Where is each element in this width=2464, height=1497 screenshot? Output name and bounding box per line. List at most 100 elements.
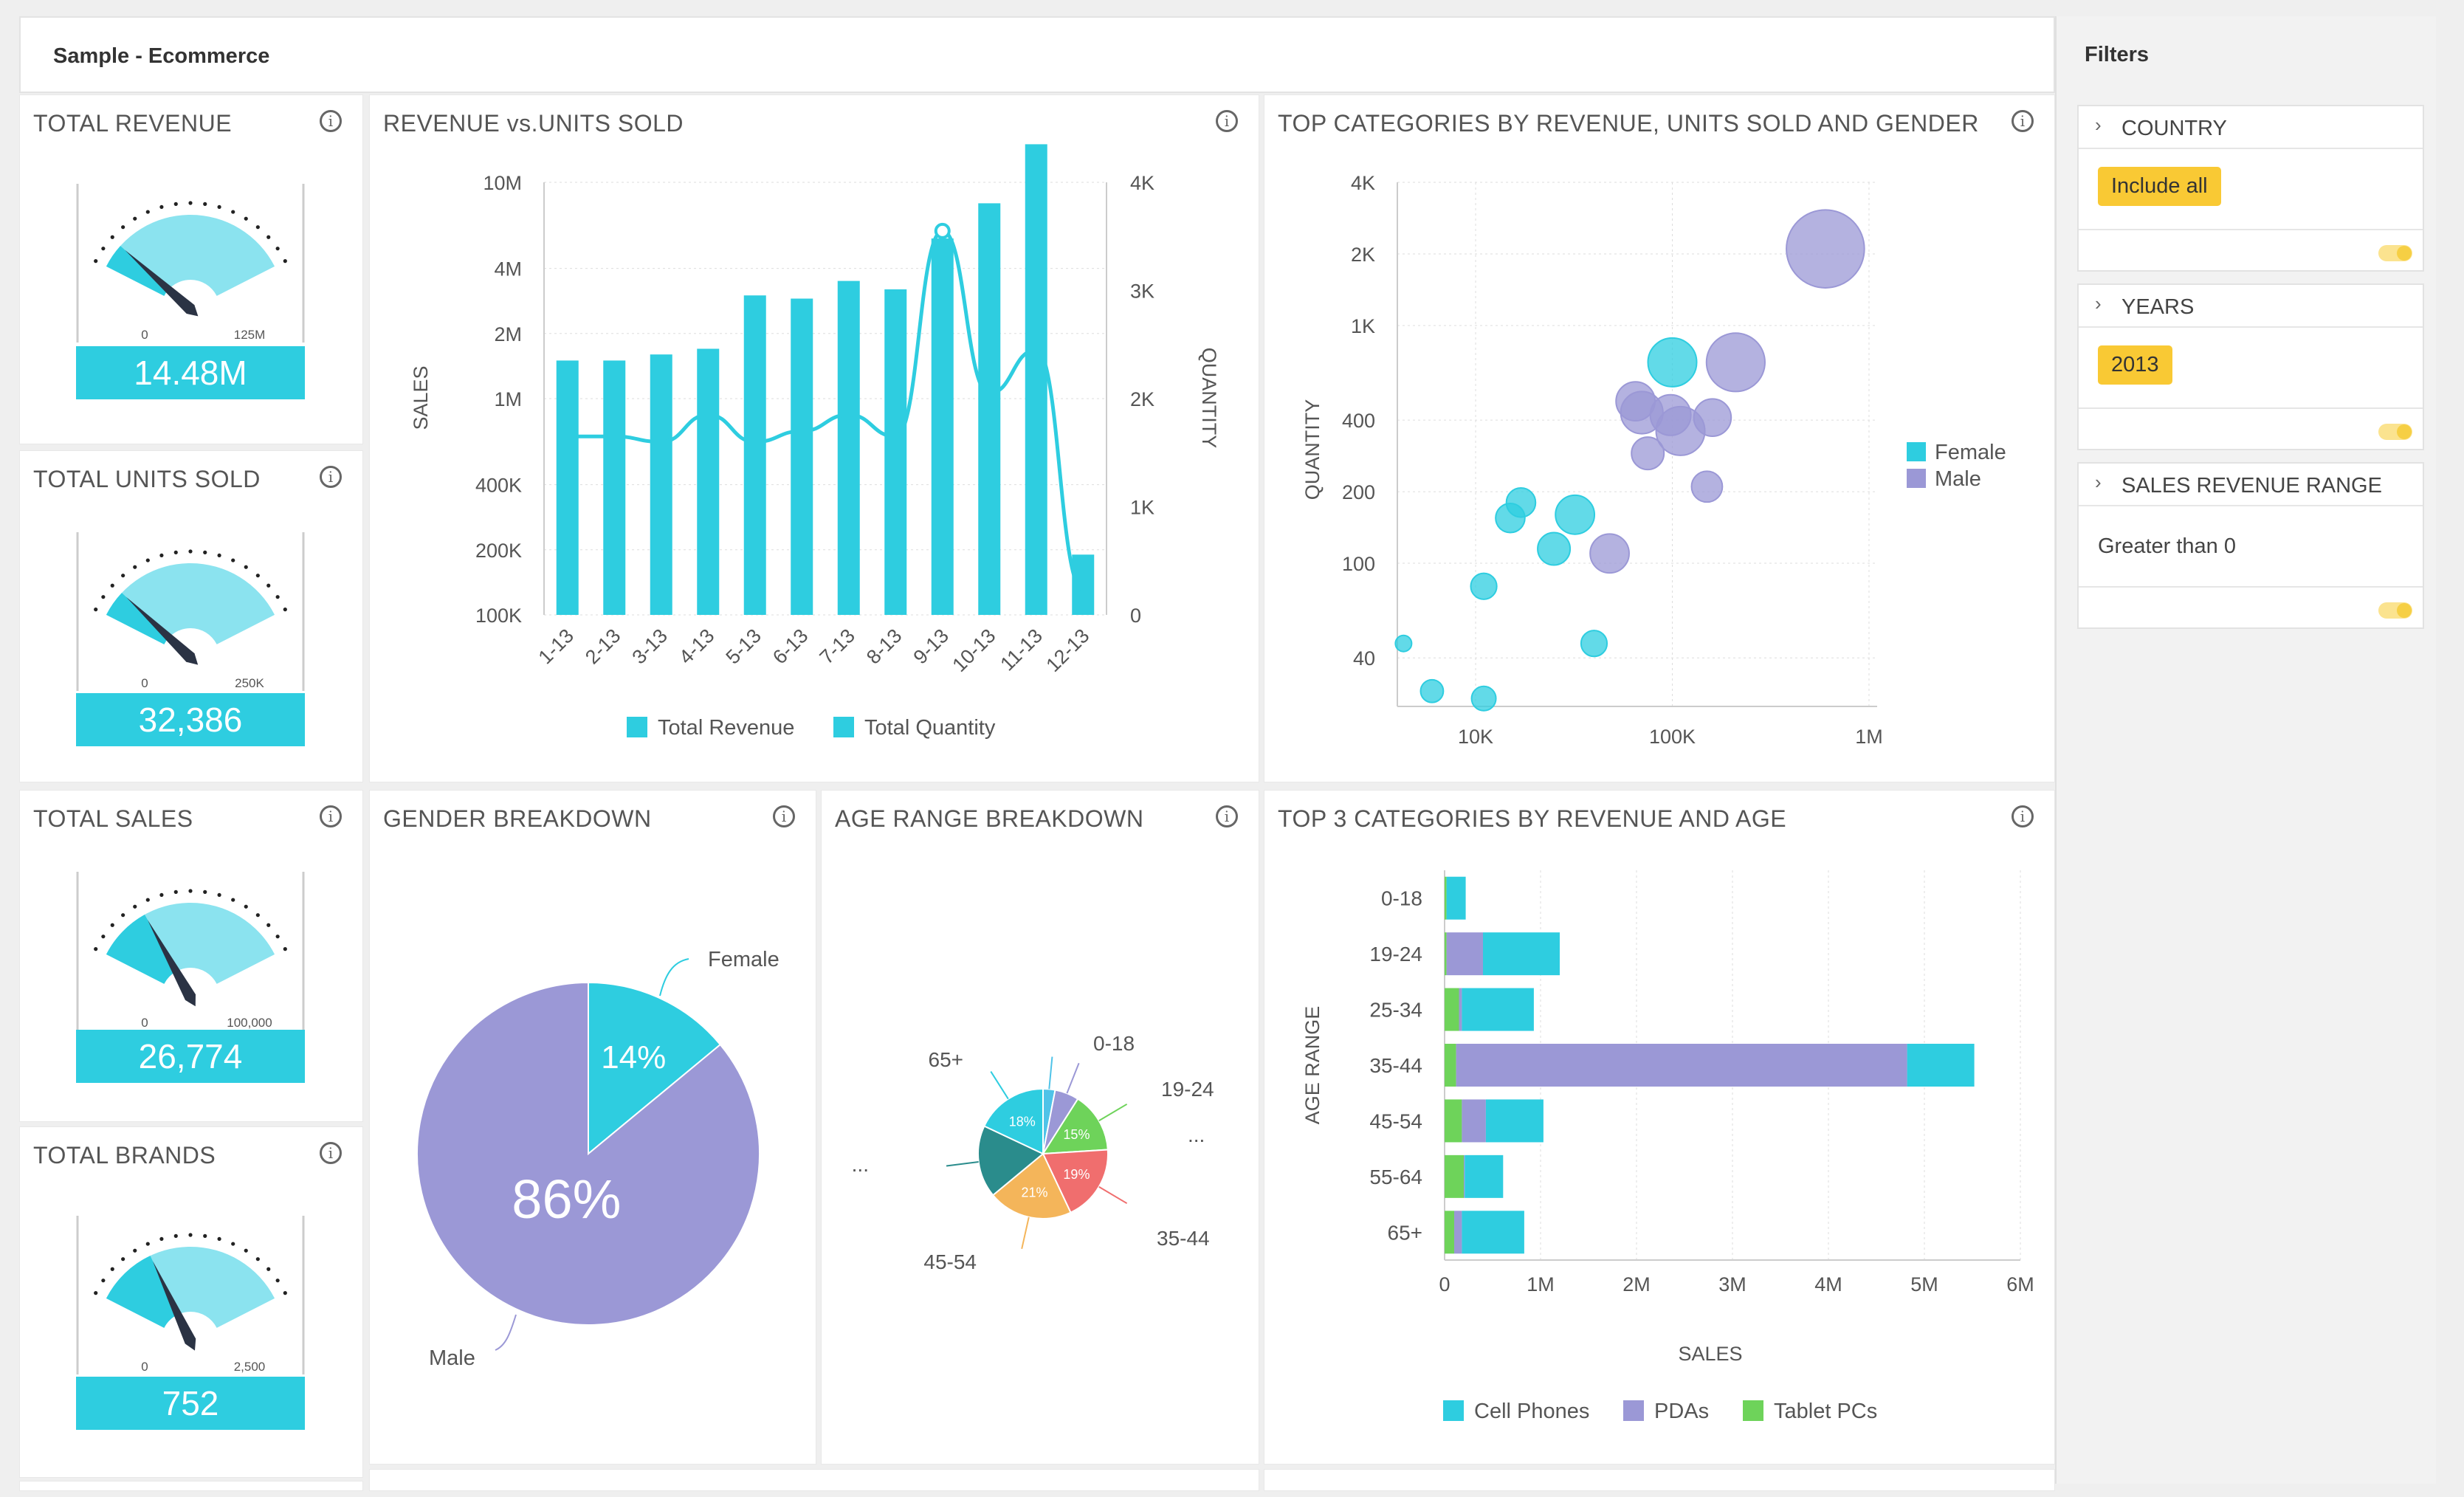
gauge-tick (101, 247, 106, 251)
gauge-fill (106, 593, 169, 644)
y-tick-label: 2K (1351, 244, 1375, 266)
bubble-female (1647, 337, 1698, 388)
filters-sidebar: Filters › COUNTRY Include all › YEARS 20… (2055, 16, 2436, 1484)
filter-value-chip[interactable]: 2013 (2098, 345, 2172, 385)
info-icon[interactable]: i (773, 805, 795, 827)
gauge-min-label: 0 (141, 676, 148, 690)
kpi-total-sales[interactable]: TOTAL SALES i 0 100,000 26,774 (19, 790, 363, 1122)
panel-age-range-breakdown[interactable]: AGE RANGE BREAKDOWN i 0-18 19-24 15%... 19%… (821, 790, 1259, 1465)
chevron-right-icon[interactable]: › (2095, 292, 2102, 314)
info-icon[interactable]: i (1216, 110, 1238, 132)
info-icon[interactable]: i (320, 466, 342, 488)
gauge-needle (125, 596, 199, 665)
bar-cell-phones (1462, 1211, 1524, 1254)
gauge-tick (275, 935, 280, 939)
pie-slice (991, 1152, 1072, 1219)
filter-toggle[interactable] (2378, 245, 2412, 261)
y2-tick-label: 3K (1130, 281, 1154, 303)
filter-country[interactable]: › COUNTRY Include all (2077, 105, 2424, 272)
filter-toggle[interactable] (2378, 602, 2412, 619)
gauge-tick (244, 216, 248, 221)
bubble-female (1470, 685, 1497, 712)
pie-slice-label: 19% (1063, 1167, 1090, 1182)
gauge-tick (121, 225, 125, 230)
kpi-total-revenue[interactable]: TOTAL REVENUE i 0 125M 14.48M (19, 94, 363, 444)
y-tick-label: 2M (494, 323, 522, 345)
info-icon[interactable]: i (320, 805, 342, 827)
y-axis-title: AGE RANGE (1301, 1006, 1324, 1125)
bar-tablet-pcs (1445, 1099, 1462, 1143)
legend-label: PDAs (1654, 1400, 1709, 1423)
x-tick-label: 10-13 (948, 624, 999, 676)
kpi-total-units-sold[interactable]: TOTAL UNITS SOLD i 0 250K 32,386 (19, 450, 363, 782)
filter-header[interactable]: › SALES REVENUE RANGE (2079, 464, 2423, 506)
callout-label: ... (1188, 1123, 1205, 1146)
bar-tablet-pcs (1445, 1044, 1456, 1087)
x-tick-label: 10K (1458, 726, 1493, 748)
legend-swatch-total-quantity (833, 717, 854, 737)
info-icon[interactable]: i (320, 110, 342, 132)
chevron-right-icon[interactable]: › (2095, 471, 2102, 493)
filter-value-text[interactable]: Greater than 0 (2098, 534, 2236, 558)
gauge-tick (255, 574, 260, 578)
y-tick-label: 200K (475, 540, 522, 562)
filter-toggle[interactable] (2378, 424, 2412, 440)
gauge-tick (145, 1242, 150, 1246)
panel-top3-categories-age[interactable]: TOP 3 CATEGORIES BY REVENUE AND AGE i 0 1… (1264, 790, 2055, 1465)
callout-line (990, 1071, 1009, 1100)
bar-total-revenue (603, 360, 626, 615)
filter-header[interactable]: › YEARS (2079, 285, 2423, 328)
callout-line (1098, 1185, 1128, 1205)
gauge-tick (203, 550, 207, 554)
callout-line (1066, 1062, 1080, 1094)
panel-top-categories-bubble[interactable]: TOP CATEGORIES BY REVENUE, UNITS SOLD AN… (1264, 94, 2055, 782)
info-icon[interactable]: i (2012, 805, 2034, 827)
panel-bottom-strip (369, 1469, 1259, 1491)
filter-value-chip[interactable]: Include all (2098, 167, 2221, 206)
chevron-right-icon[interactable]: › (2095, 114, 2102, 136)
legend-label-male: Male (1935, 467, 1981, 491)
info-icon[interactable]: i (1216, 805, 1238, 827)
kpi-title: TOTAL BRANDS (33, 1142, 216, 1169)
y-axis-title: QUANTITY (1301, 399, 1324, 500)
bar-pdas (1462, 1099, 1486, 1143)
gauge-chart: 0 250K (76, 532, 305, 691)
info-icon[interactable]: i (320, 1142, 342, 1164)
x-tick-label: 4-13 (675, 624, 718, 668)
gauge-tick (101, 595, 106, 599)
legend-label-total-quantity: Total Quantity (864, 716, 996, 740)
x-axis-title: SALES (1678, 1343, 1742, 1365)
info-icon[interactable]: i (2012, 110, 2034, 132)
bar-total-revenue (1025, 144, 1047, 615)
kpi-total-brands[interactable]: TOTAL BRANDS i 0 2,500 752 (19, 1126, 363, 1478)
y2-tick-label: 2K (1130, 388, 1154, 410)
y-tick-label: 25-34 (1369, 999, 1422, 1022)
bubble-male (1786, 209, 1865, 289)
bar-cell-phones (1483, 932, 1560, 976)
filter-years[interactable]: › YEARS 2013 (2077, 283, 2424, 450)
gauge-tick (266, 1267, 271, 1271)
filter-sales-revenue-range[interactable]: › SALES REVENUE RANGE Greater than 0 (2077, 462, 2424, 629)
gauge-tick (188, 549, 193, 554)
gauge-max-label: 125M (234, 328, 266, 342)
y-tick-label: 55-64 (1369, 1166, 1422, 1188)
callout-label-male: Male (429, 1346, 475, 1370)
gauge-tick (133, 1248, 137, 1253)
panel-revenue-vs-units[interactable]: REVENUE vs.UNITS SOLD i 10M 4M 2M 1M 400K 200… (369, 94, 1259, 782)
bar-total-revenue (1072, 554, 1095, 615)
gauge-min-label: 0 (141, 1016, 148, 1030)
callout-line (495, 1314, 517, 1351)
x-tick-label: 11-13 (996, 624, 1047, 675)
panel-gender-breakdown[interactable]: GENDER BREAKDOWN i 14% 86% Female Male (369, 790, 816, 1465)
pie-slice-label: 14% (601, 1039, 666, 1076)
gauge-max-label: 2,500 (234, 1360, 266, 1374)
x-tick-label: 5-13 (722, 624, 765, 668)
y-tick-label: 200 (1342, 481, 1375, 503)
filter-header[interactable]: › COUNTRY (2079, 106, 2423, 149)
gauge-tick (110, 923, 114, 927)
gauge-tick (231, 210, 235, 214)
gauge-tick (217, 204, 221, 210)
gauge-tick (231, 558, 235, 562)
bubble-male (1690, 470, 1724, 503)
gauge-tick (145, 210, 150, 214)
